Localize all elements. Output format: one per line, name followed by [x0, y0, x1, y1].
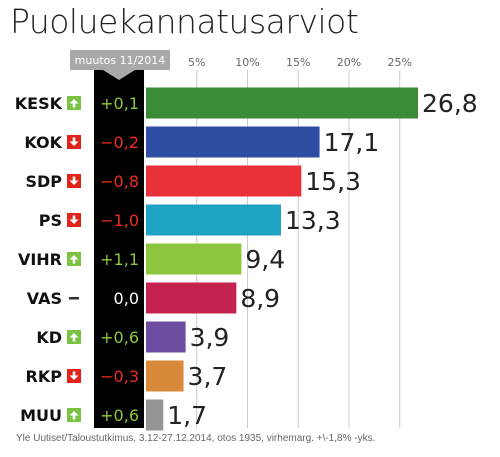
arrow-up-icon: [69, 333, 79, 342]
party-label: PS: [39, 211, 62, 230]
change-value: +0,6: [100, 406, 139, 425]
party-label: VIHR: [18, 250, 62, 269]
x-tick-label: 15%: [286, 56, 310, 69]
bar-kesk: [146, 87, 419, 119]
bar-vas: [146, 282, 237, 314]
bar-vihr: [146, 243, 242, 275]
x-tick-label: 20%: [337, 56, 361, 69]
change-value: −0,2: [100, 133, 139, 152]
party-label: KD: [36, 328, 62, 347]
party-label: KESK: [15, 94, 63, 113]
change-value: −0,8: [100, 172, 139, 191]
bar-value-label: 9,4: [245, 245, 285, 274]
bar-value-label: 26,8: [422, 89, 478, 118]
change-header: muutos 11/2014: [75, 54, 166, 67]
arrow-up-icon: [69, 411, 79, 420]
x-tick-label: 25%: [388, 56, 412, 69]
bar-kok: [146, 126, 320, 158]
change-value: −0,3: [100, 367, 139, 386]
bar-rkp: [146, 360, 184, 392]
chart-title: Puoluekannatusarviot: [10, 2, 359, 41]
arrow-up-icon: [69, 99, 79, 108]
change-value: −1,0: [100, 211, 139, 230]
bar-muu: [146, 399, 164, 431]
bar-value-label: 8,9: [240, 284, 280, 313]
change-column: [94, 70, 144, 428]
arrow-down-icon: [69, 215, 79, 224]
party-label: SDP: [25, 172, 62, 191]
x-tick-label: 5%: [188, 56, 205, 69]
bar-kd: [146, 321, 186, 353]
bar-value-label: 13,3: [285, 206, 341, 235]
change-value: +0,6: [100, 328, 139, 347]
party-label: MUU: [20, 406, 62, 425]
change-value: +0,1: [100, 94, 139, 113]
arrow-up-icon: [69, 255, 79, 264]
change-value: +1,1: [100, 250, 139, 269]
change-header-tab: [70, 50, 170, 70]
neutral-dash-icon: [69, 297, 79, 300]
x-tick-label: 10%: [235, 56, 259, 69]
bar-value-label: 3,7: [188, 362, 228, 391]
arrow-down-icon: [69, 371, 79, 380]
party-label: KOK: [24, 133, 62, 152]
bar-value-label: 15,3: [305, 167, 361, 196]
bar-value-label: 17,1: [324, 128, 380, 157]
change-header-pointer: [103, 70, 135, 80]
source-note: Yle Uutiset/Taloustutkimus, 3.12-27.12.2…: [16, 433, 376, 444]
change-value: 0,0: [114, 289, 139, 308]
bar-value-label: 3,9: [190, 323, 230, 352]
bar-ps: [146, 204, 281, 236]
arrow-down-icon: [69, 137, 79, 146]
party-label: RKP: [26, 367, 63, 386]
party-label: VAS: [27, 289, 62, 308]
bar-sdp: [146, 165, 302, 197]
arrow-down-icon: [69, 176, 79, 185]
bar-value-label: 1,7: [167, 401, 207, 430]
